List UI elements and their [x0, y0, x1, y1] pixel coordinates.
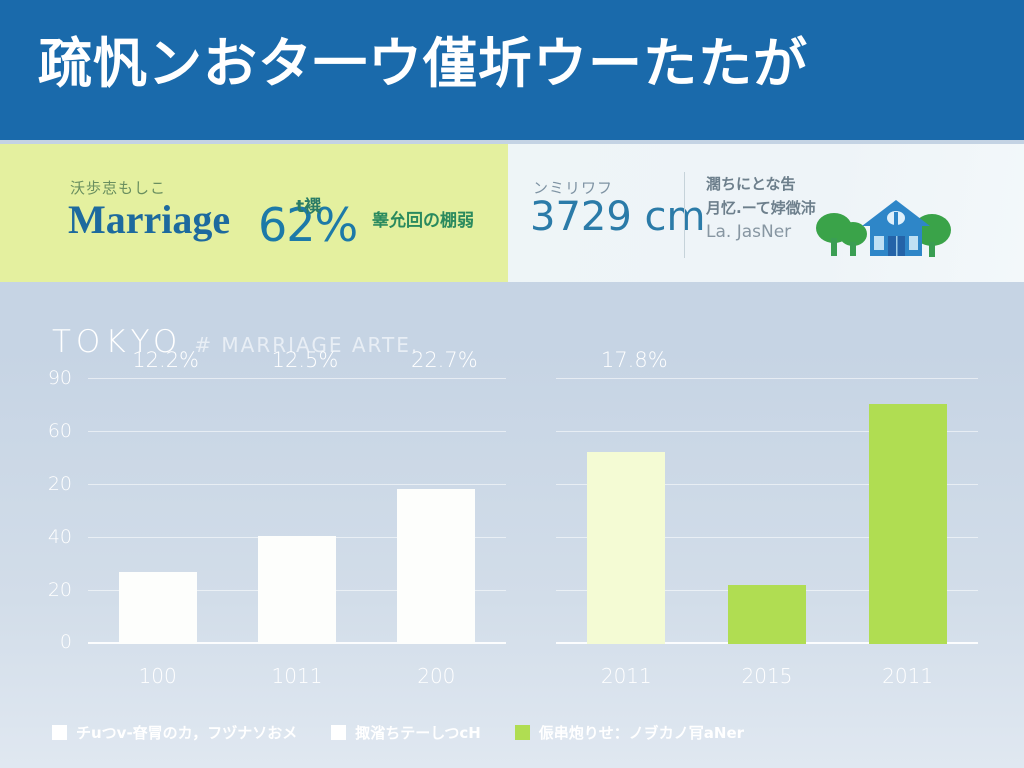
left-kicker-label: 沃歩怘もしこ — [70, 179, 167, 197]
chart-title-sub: # MARRIAGE ARTE. — [194, 333, 420, 357]
chart-legend: チuつv-眘冐のカ，フヅナソおメ 掫渻ちテーしつcH 侲串炮りせ：ノヺカノ肎aN… — [52, 722, 744, 743]
gridline — [556, 537, 978, 538]
y-tick-label: 20 — [47, 473, 72, 495]
legend-label: 掫渻ちテーしつcH — [355, 724, 481, 742]
bar-value-label: 12.2% — [132, 348, 200, 372]
right-note-line-3: La. JasNer — [706, 222, 792, 242]
stat-band: 沃歩怘もしこ Marriage 62% t襈 睾允回の棚弱 ンミリワフ 3729… — [0, 144, 1024, 282]
bar[interactable] — [587, 452, 666, 644]
bar-group-left: 12.2% 100 12.5% 1011 22.7% 200 — [88, 348, 506, 688]
right-note-block: 濶ちにとな吿 月忆.ーて㛘㣲沛 La. JasNer — [706, 172, 916, 244]
bar-slot: 2015 — [697, 378, 838, 688]
chart-title-main: TOKYO — [52, 324, 183, 360]
header-bar: 疏忛ンおタ一ウ僅圻ウーたたが — [0, 0, 1024, 140]
bar[interactable] — [397, 489, 476, 644]
bar-slot: 17.8% 2011 — [556, 348, 697, 688]
bar-group-right: 17.8% 2011 2015 2011 — [556, 348, 978, 688]
legend-label: 侲串炮りせ：ノヺカノ肎aNer — [538, 724, 745, 742]
right-kicker-label: ンミリワフ — [533, 179, 614, 197]
y-tick-label: 40 — [47, 526, 72, 548]
x-tick-label: 200 — [417, 664, 456, 688]
house-with-trees-icon — [808, 192, 958, 267]
bar[interactable] — [868, 404, 947, 644]
legend-swatch-icon — [331, 725, 347, 740]
page-title: 疏忛ンおタ一ウ僅圻ウーたたが — [38, 32, 808, 95]
bar[interactable] — [118, 572, 197, 644]
chart-left: 90 60 20 40 20 0 12.2% 100 12.5% 1011 22… — [48, 348, 506, 688]
gridline — [556, 484, 978, 485]
bar-slot: 22.7% 200 — [367, 348, 506, 688]
x-tick-label: 2011 — [600, 664, 652, 688]
legend-item[interactable]: 侲串炮りせ：ノヺカノ肎aNer — [514, 722, 745, 743]
right-note-line-1: 濶ちにとな吿 — [706, 175, 796, 193]
legend-item[interactable]: 掫渻ちテーしつcH — [331, 722, 481, 743]
bar[interactable] — [257, 536, 336, 644]
chart-title: TOKYO # MARRIAGE ARTE. — [52, 324, 419, 360]
gridline — [556, 378, 978, 379]
left-headline: Marriage — [68, 197, 231, 242]
x-tick-label: 2015 — [741, 664, 793, 688]
x-tick-label: 2011 — [882, 664, 934, 688]
panel-divider — [684, 172, 685, 258]
legend-item[interactable]: チuつv-眘冐のカ，フヅナソおメ — [52, 722, 297, 743]
x-tick-label: 100 — [138, 664, 177, 688]
bar-slot: 12.2% 100 — [88, 348, 227, 688]
legend-swatch-icon — [52, 725, 67, 740]
stat-panel-left: 沃歩怘もしこ Marriage 62% t襈 睾允回の棚弱 — [0, 144, 508, 282]
bar-slot: 2011 — [837, 378, 978, 688]
stat-panel-right: ンミリワフ 3729 cm 濶ちにとな吿 月忆.ーて㛘㣲沛 La. JasNer — [508, 144, 1024, 282]
left-side-note: 睾允回の棚弱 — [372, 211, 474, 231]
charts-area: TOKYO # MARRIAGE ARTE. 90 60 20 40 20 0 1… — [0, 282, 1024, 768]
x-tick-label: 1011 — [271, 664, 323, 688]
right-stat-value: 3729 cm — [530, 194, 706, 240]
right-note-line-2: 月忆.ーて㛘㣲沛 — [706, 199, 816, 217]
chart-right: 17.8% 2011 2015 2011 — [556, 348, 978, 688]
gridline: 90 — [48, 367, 506, 389]
left-stat-value: 62% — [258, 198, 358, 252]
y-tick-label: 20 — [47, 579, 72, 601]
gridline — [556, 431, 978, 432]
bar-value-label: 17.8% — [600, 348, 668, 372]
y-tick-label: 90 — [47, 367, 72, 389]
legend-label: チuつv-眘冐のカ，フヅナソおメ — [76, 724, 298, 742]
bar-value-label: 12.5% — [271, 348, 339, 372]
bar-value-label: 22.7% — [410, 348, 478, 372]
y-tick-label: 60 — [47, 420, 72, 442]
y-tick-label: 0 — [59, 631, 72, 653]
gridline: 60 — [48, 420, 506, 442]
left-stat-value-overlay: t襈 — [296, 197, 322, 217]
bar[interactable] — [727, 585, 806, 644]
legend-swatch-icon — [514, 725, 530, 740]
bar-slot: 12.5% 1011 — [227, 348, 366, 688]
gridline: 20 — [48, 473, 506, 495]
